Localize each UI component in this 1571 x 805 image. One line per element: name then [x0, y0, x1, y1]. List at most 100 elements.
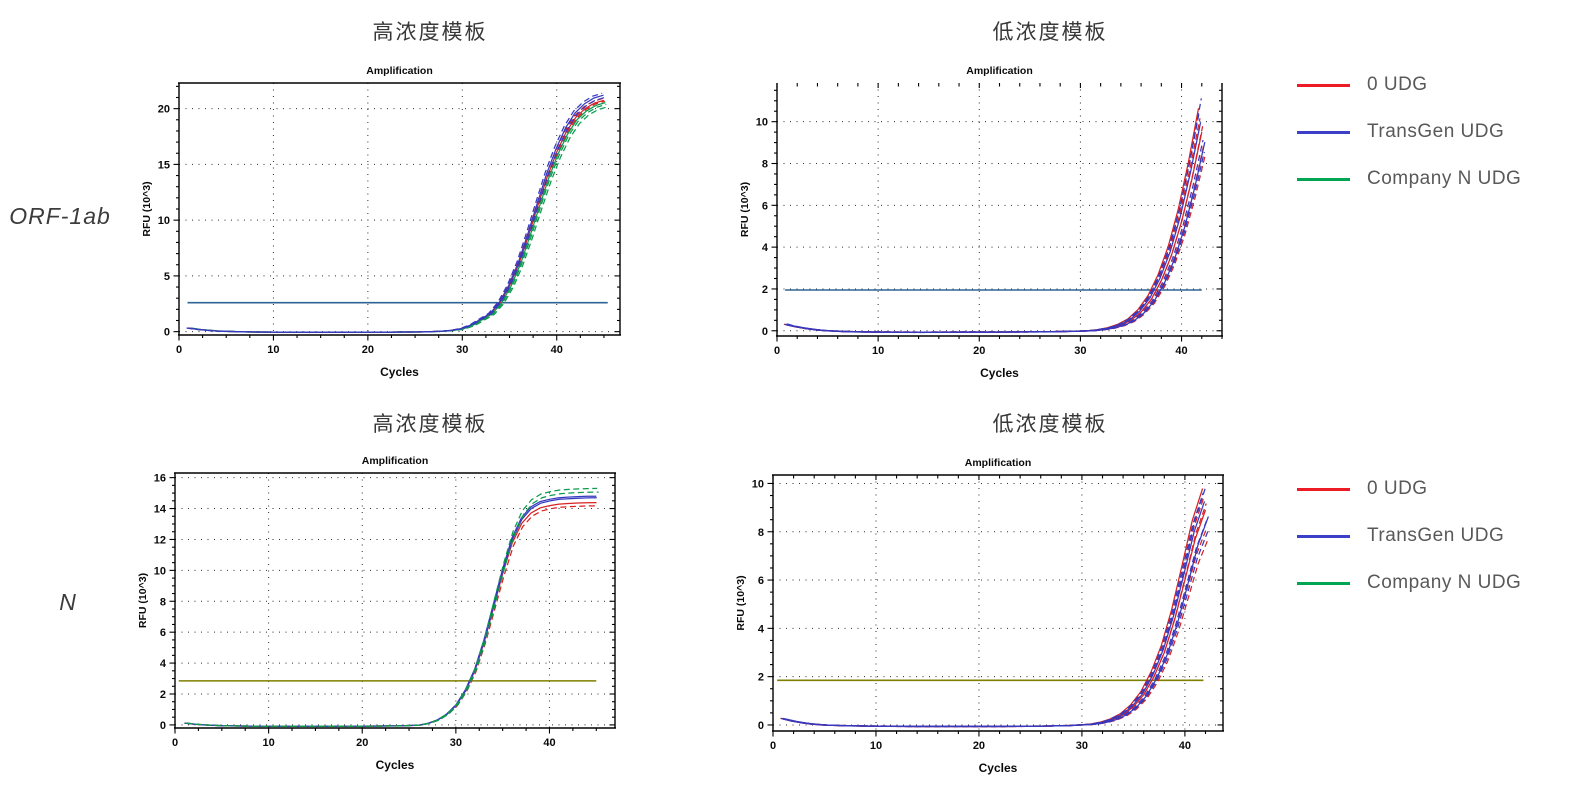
- x-tick-label: 30: [1076, 740, 1088, 752]
- y-tick-label: 8: [160, 596, 166, 608]
- y-axis-label: RFU (10^3): [137, 573, 149, 628]
- y-tick-label: 8: [762, 159, 768, 171]
- chart-title: Amplification: [965, 457, 1032, 469]
- amplification-trace: [189, 96, 605, 333]
- legend-item-transgen-udg: TransGen UDG: [1297, 525, 1565, 547]
- x-tick-label: 20: [356, 737, 368, 749]
- x-axis-label: Cycles: [376, 758, 415, 772]
- x-tick-label: 30: [450, 737, 462, 749]
- y-tick-label: 14: [154, 504, 167, 516]
- y-tick-label: 10: [756, 117, 768, 129]
- x-tick-label: 40: [1179, 740, 1191, 752]
- legend-line-swatch-blue: [1297, 130, 1350, 134]
- amplification-trace: [789, 141, 1206, 333]
- panel-title-high-concentration-row1: 高浓度模板: [372, 21, 488, 44]
- legend-label: TransGen UDG: [1367, 525, 1505, 546]
- x-tick-label: 40: [543, 737, 555, 749]
- legend-label: 0 UDG: [1367, 74, 1428, 95]
- x-tick-label: 0: [770, 740, 776, 752]
- legend-item-0-udg: 0 UDG: [1297, 478, 1565, 500]
- chart-orf1ab-high-concentration: 0 10 20 30 40 0 5 10 15 20 Amplification Cycles RFU …: [141, 65, 621, 379]
- amplification-trace: [190, 103, 607, 333]
- x-tick-label: 30: [456, 344, 468, 356]
- legend-label: TransGen UDG: [1367, 121, 1505, 142]
- y-tick-label: 5: [164, 271, 170, 283]
- x-tick-label: 30: [1074, 345, 1086, 357]
- amplification-trace: [187, 94, 604, 333]
- amplification-trace: [784, 112, 1200, 334]
- legend-item-company-n-udg: Company N UDG: [1297, 168, 1565, 190]
- x-tick-label: 10: [262, 737, 274, 749]
- amplification-trace: [780, 492, 1204, 728]
- amplification-trace: [786, 516, 1209, 728]
- y-axis-label: RFU (10^3): [735, 575, 747, 630]
- row-label-n: N: [59, 589, 77, 615]
- x-tick-label: 40: [551, 344, 563, 356]
- y-tick-label: 8: [758, 527, 764, 539]
- legend-item-company-n-udg: Company N UDG: [1297, 572, 1565, 594]
- amplification-trace: [780, 488, 1204, 728]
- amplification-trace: [785, 122, 1202, 333]
- y-tick-label: 6: [762, 200, 768, 212]
- y-tick-label: 10: [154, 565, 166, 577]
- x-tick-label: 0: [774, 345, 780, 357]
- legend-item-transgen-udg: TransGen UDG: [1297, 121, 1565, 143]
- amplification-trace: [184, 501, 597, 727]
- y-axis-label: RFU (10^3): [141, 181, 153, 236]
- legend-line-swatch-green: [1297, 581, 1350, 585]
- y-tick-label: 4: [758, 623, 765, 635]
- amplification-trace: [787, 126, 1204, 333]
- legend-label: 0 UDG: [1367, 478, 1428, 499]
- y-tick-label: 10: [158, 215, 170, 227]
- amplification-trace: [185, 487, 598, 727]
- amplification-trace: [785, 118, 1201, 333]
- amplification-trace: [192, 106, 608, 333]
- amplification-trace: [184, 495, 597, 727]
- chart-n-low-concentration: 0 10 20 30 40 0 2 4 6 8 10 Amplification Cycles RFU (…: [735, 457, 1224, 775]
- amplification-trace: [786, 131, 1203, 333]
- x-tick-label: 0: [176, 344, 182, 356]
- amplification-trace: [189, 102, 606, 333]
- x-tick-label: 20: [973, 345, 985, 357]
- legend-line-swatch-red: [1297, 487, 1350, 491]
- y-tick-label: 6: [160, 627, 166, 639]
- amplification-trace: [788, 139, 1204, 333]
- legend-label: Company N UDG: [1367, 572, 1522, 593]
- x-tick-label: 20: [973, 740, 985, 752]
- legend-line-swatch-green: [1297, 177, 1350, 181]
- legend-row2: 0 UDG TransGen UDG Company N UDG: [1297, 478, 1565, 619]
- chart-n-high-concentration: 0 10 20 30 40 0 2 4 6 8 10 12 14 16 Amplification Cycle…: [137, 455, 616, 772]
- y-tick-label: 2: [758, 672, 764, 684]
- amplification-trace: [784, 526, 1208, 727]
- x-tick-label: 10: [267, 344, 279, 356]
- amplification-trace: [188, 99, 605, 333]
- y-tick-label: 4: [762, 242, 769, 254]
- legend-label: Company N UDG: [1367, 168, 1522, 189]
- y-tick-label: 0: [762, 326, 768, 338]
- x-tick-label: 10: [870, 740, 882, 752]
- chart-title: Amplification: [362, 455, 429, 467]
- y-tick-label: 2: [762, 284, 768, 296]
- row-label-orf1ab: ORF-1ab: [9, 203, 111, 229]
- x-tick-label: 40: [1175, 345, 1187, 357]
- panel-title-low-concentration-row2: 低浓度模板: [992, 413, 1108, 436]
- amplification-trace: [187, 97, 603, 333]
- x-axis-label: Cycles: [380, 365, 419, 379]
- y-tick-label: 2: [160, 689, 166, 701]
- y-tick-label: 10: [752, 478, 764, 490]
- panel-title-high-concentration-row2: 高浓度模板: [372, 413, 488, 436]
- x-tick-label: 10: [872, 345, 884, 357]
- amplification-trace: [786, 98, 1202, 334]
- y-tick-label: 4: [160, 658, 167, 670]
- x-axis-label: Cycles: [980, 366, 1019, 380]
- y-tick-label: 20: [158, 104, 170, 116]
- legend-row1: 0 UDG TransGen UDG Company N UDG: [1297, 74, 1565, 215]
- y-tick-label: 15: [158, 159, 170, 171]
- x-tick-label: 20: [362, 344, 374, 356]
- x-tick-label: 0: [172, 737, 178, 749]
- amplification-trace: [785, 531, 1209, 727]
- y-tick-label: 6: [758, 575, 764, 587]
- x-axis-label: Cycles: [979, 761, 1018, 775]
- y-tick-label: 12: [154, 534, 166, 546]
- amplification-trace: [189, 100, 606, 333]
